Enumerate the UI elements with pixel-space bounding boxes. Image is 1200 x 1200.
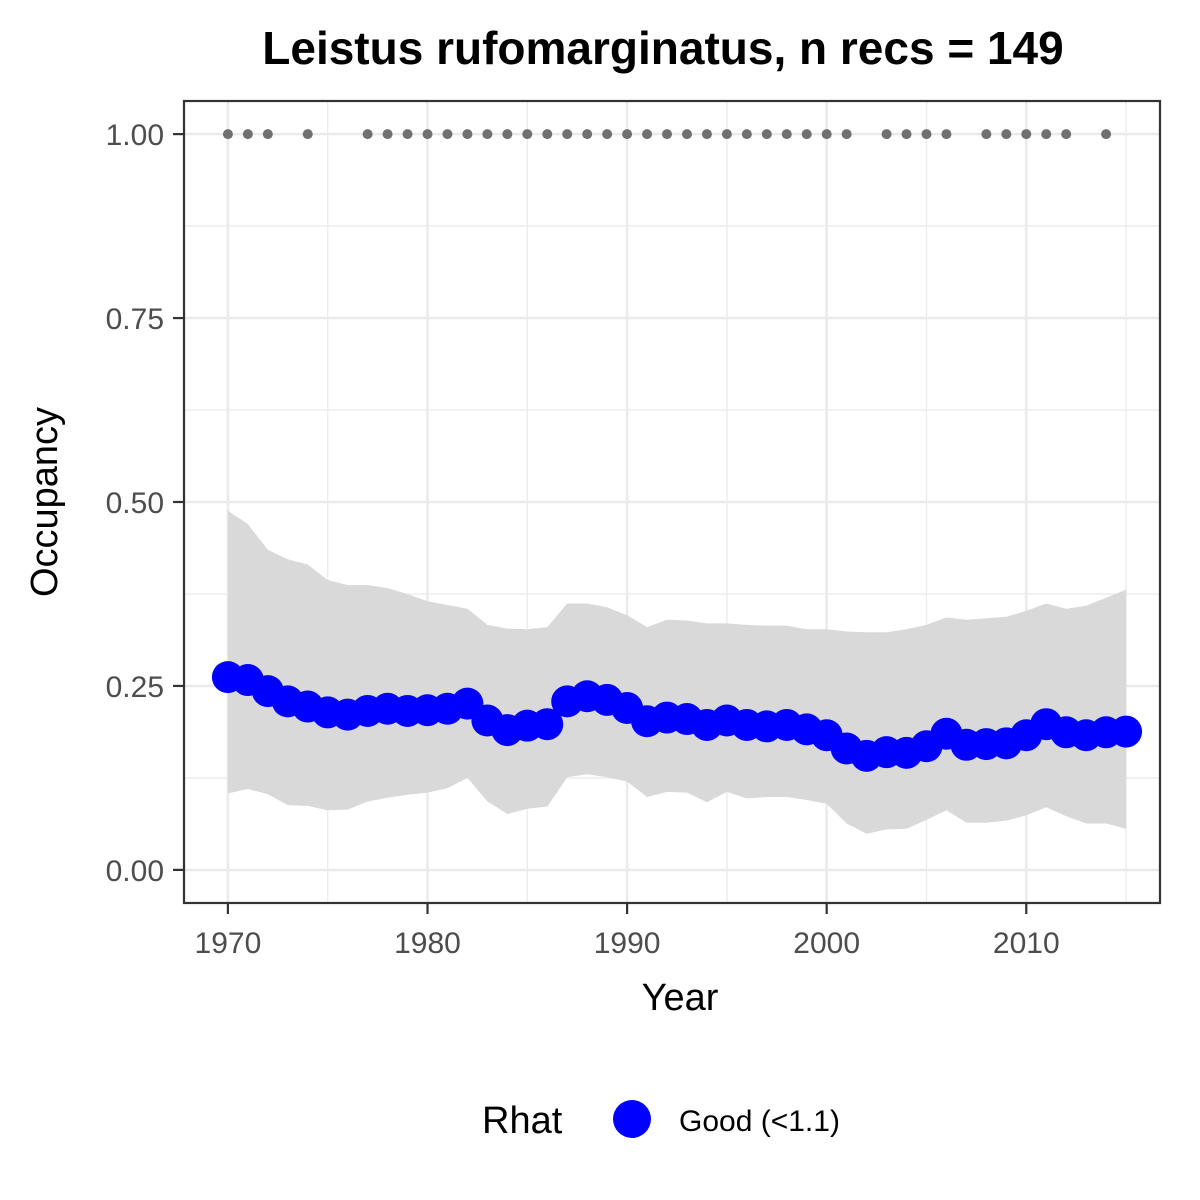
occupancy-point-1986 [531, 708, 564, 741]
record-point-2006 [941, 129, 952, 140]
record-point-1999 [801, 129, 812, 140]
record-point-1980 [422, 129, 433, 140]
record-point-1972 [262, 129, 273, 140]
record-point-1971 [242, 129, 253, 140]
record-point-1985 [522, 129, 533, 140]
record-point-2010 [1021, 129, 1032, 140]
record-point-1994 [701, 129, 712, 140]
record-point-1998 [781, 129, 792, 140]
y-axis-title: Occupancy [24, 407, 66, 597]
x-tick-label-1: 1980 [394, 927, 461, 960]
legend-label-good: Good (<1.1) [679, 1105, 840, 1138]
record-point-1997 [761, 129, 772, 140]
legend: Rhat Good (<1.1) [482, 1100, 840, 1142]
record-point-2000 [821, 129, 832, 140]
x-axis-title: Year [642, 977, 719, 1019]
record-point-2005 [921, 129, 932, 140]
x-tick-label-3: 2000 [793, 927, 860, 960]
record-point-1996 [741, 129, 752, 140]
y-tick-label-4: 1.00 [106, 119, 164, 152]
record-point-2012 [1061, 129, 1072, 140]
record-point-1986 [542, 129, 553, 140]
record-points [222, 129, 1112, 140]
y-tick-label-2: 0.50 [106, 487, 164, 520]
occupancy-point-2015 [1110, 715, 1143, 748]
x-tick-label-0: 1970 [195, 927, 262, 960]
y-tick-label-1: 0.25 [106, 671, 164, 704]
occupancy-points [211, 661, 1143, 772]
record-point-1983 [482, 129, 493, 140]
x-tick-label-2: 1990 [594, 927, 661, 960]
record-point-1991 [642, 129, 653, 140]
record-point-1992 [662, 129, 673, 140]
record-point-1990 [622, 129, 633, 140]
legend-title: Rhat [482, 1100, 563, 1142]
record-point-1995 [721, 129, 732, 140]
record-point-2011 [1041, 129, 1052, 140]
record-point-2004 [901, 129, 912, 140]
plot-panel [182, 99, 1162, 905]
record-point-1977 [362, 129, 373, 140]
record-point-2003 [881, 129, 892, 140]
x-tick-label-4: 2010 [993, 927, 1060, 960]
record-point-2014 [1101, 129, 1112, 140]
record-point-1987 [562, 129, 573, 140]
chart-title: Leistus rufomarginatus, n recs = 149 [262, 22, 1063, 74]
record-point-2008 [981, 129, 992, 140]
y-axis: 0.00 0.25 0.50 0.75 1.00 [106, 119, 184, 888]
record-point-1988 [582, 129, 593, 140]
y-tick-label-3: 0.75 [106, 303, 164, 336]
record-point-1984 [502, 129, 513, 140]
x-axis: 1970 1980 1990 2000 2010 [195, 903, 1060, 960]
record-point-1982 [462, 129, 473, 140]
record-point-1970 [222, 129, 233, 140]
record-point-1981 [442, 129, 453, 140]
record-point-2009 [1001, 129, 1012, 140]
record-point-1993 [681, 129, 692, 140]
legend-key-good [613, 1100, 651, 1138]
record-point-1974 [302, 129, 313, 140]
record-point-1989 [602, 129, 613, 140]
record-point-1979 [402, 129, 413, 140]
record-point-1978 [382, 129, 393, 140]
y-tick-label-0: 0.00 [106, 855, 164, 888]
record-point-2001 [841, 129, 852, 140]
